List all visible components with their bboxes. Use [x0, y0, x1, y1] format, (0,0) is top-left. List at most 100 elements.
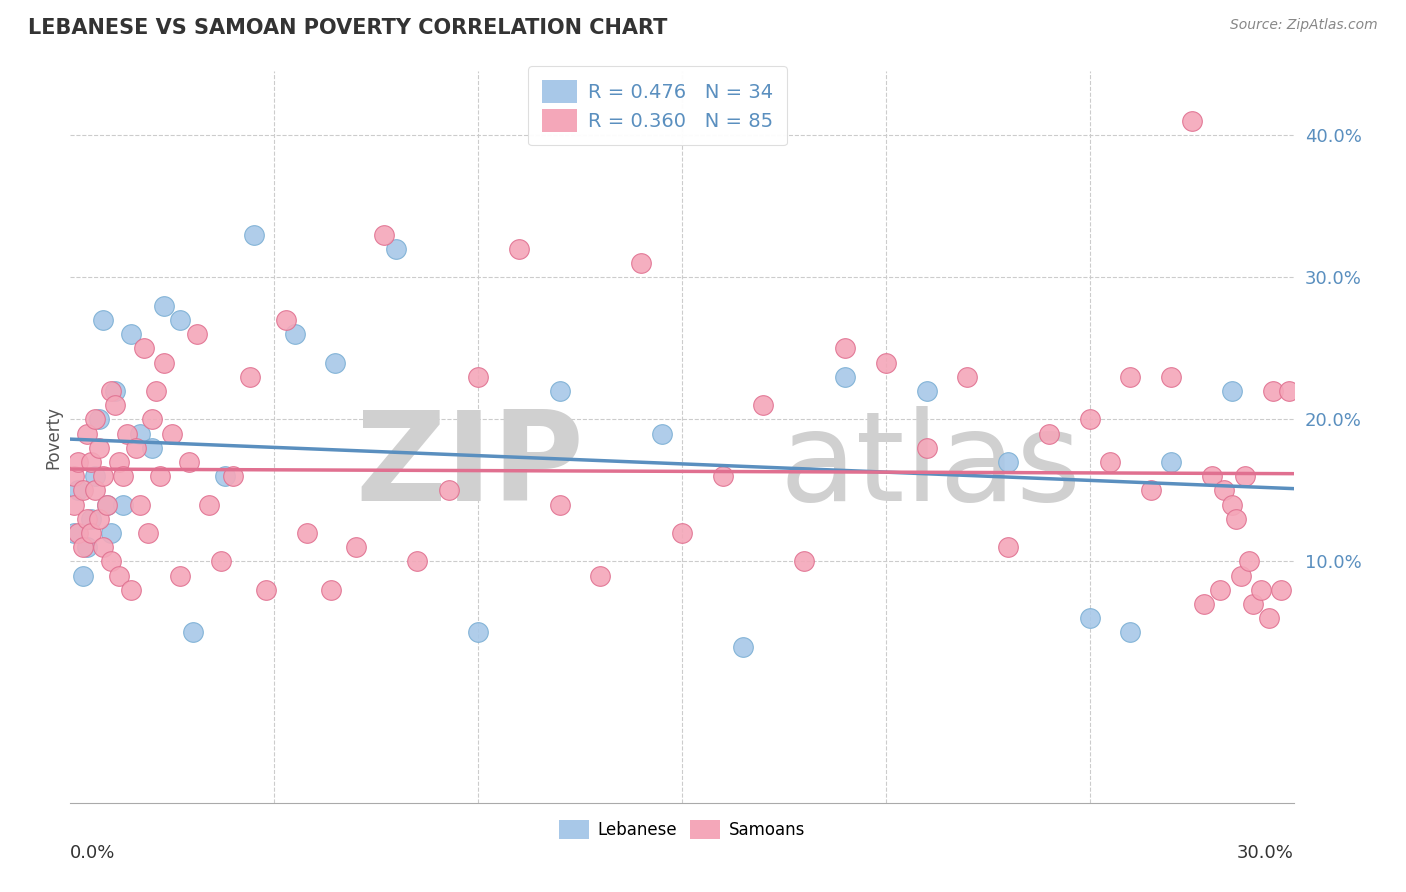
- Point: [467, 369, 489, 384]
- Point: [104, 384, 127, 398]
- Point: [385, 242, 408, 256]
- Point: [72, 483, 94, 498]
- Point: [79, 525, 103, 540]
- Point: [1220, 384, 1243, 398]
- Point: [117, 426, 139, 441]
- Point: [323, 355, 347, 369]
- Point: [1233, 469, 1256, 483]
- Point: [752, 398, 775, 412]
- Point: [67, 525, 90, 540]
- Point: [214, 469, 236, 483]
- Point: [141, 412, 163, 426]
- Point: [169, 568, 191, 582]
- Point: [128, 426, 150, 441]
- Point: [145, 384, 167, 398]
- Point: [132, 341, 155, 355]
- Point: [733, 640, 755, 654]
- Point: [67, 455, 90, 469]
- Point: [72, 568, 94, 582]
- Point: [108, 568, 131, 582]
- Point: [834, 341, 856, 355]
- Point: [162, 426, 183, 441]
- Point: [63, 469, 86, 483]
- Point: [439, 483, 461, 498]
- Point: [1237, 554, 1260, 568]
- Point: [76, 426, 98, 441]
- Point: [222, 469, 245, 483]
- Point: [1220, 498, 1243, 512]
- Point: [1213, 483, 1236, 498]
- Point: [671, 525, 693, 540]
- Point: [79, 512, 103, 526]
- Point: [834, 369, 856, 384]
- Point: [181, 625, 204, 640]
- Point: [209, 554, 232, 568]
- Point: [276, 313, 298, 327]
- Point: [589, 568, 612, 582]
- Point: [997, 540, 1019, 554]
- Point: [956, 369, 979, 384]
- Text: ZIP: ZIP: [356, 406, 583, 527]
- Point: [128, 498, 150, 512]
- Point: [508, 242, 530, 256]
- Point: [169, 313, 191, 327]
- Point: [121, 582, 143, 597]
- Point: [1261, 384, 1284, 398]
- Point: [1241, 597, 1264, 611]
- Point: [1160, 455, 1182, 469]
- Point: [91, 313, 114, 327]
- Point: [1278, 384, 1301, 398]
- Point: [548, 498, 571, 512]
- Point: [1099, 455, 1122, 469]
- Point: [650, 426, 672, 441]
- Point: [630, 256, 652, 270]
- Point: [83, 469, 105, 483]
- Point: [108, 455, 131, 469]
- Point: [373, 227, 395, 242]
- Point: [1160, 369, 1182, 384]
- Point: [87, 412, 110, 426]
- Point: [467, 625, 489, 640]
- Point: [136, 525, 159, 540]
- Point: [91, 469, 114, 483]
- Text: 0.0%: 0.0%: [70, 845, 115, 863]
- Point: [112, 469, 135, 483]
- Point: [915, 441, 938, 455]
- Point: [1119, 625, 1142, 640]
- Point: [100, 554, 122, 568]
- Point: [186, 327, 208, 342]
- Point: [100, 384, 122, 398]
- Point: [63, 525, 86, 540]
- Point: [177, 455, 200, 469]
- Point: [239, 369, 262, 384]
- Point: [1258, 611, 1281, 625]
- Point: [112, 498, 135, 512]
- Point: [149, 469, 172, 483]
- Point: [63, 498, 86, 512]
- Text: LEBANESE VS SAMOAN POVERTY CORRELATION CHART: LEBANESE VS SAMOAN POVERTY CORRELATION C…: [28, 18, 668, 37]
- Point: [1119, 369, 1142, 384]
- Point: [1250, 582, 1272, 597]
- Point: [1225, 512, 1247, 526]
- Point: [1209, 582, 1232, 597]
- Legend: Lebanese, Samoans: Lebanese, Samoans: [553, 814, 811, 846]
- Point: [1139, 483, 1161, 498]
- Point: [124, 441, 146, 455]
- Point: [711, 469, 734, 483]
- Point: [1078, 412, 1101, 426]
- Point: [997, 455, 1019, 469]
- Y-axis label: Poverty: Poverty: [44, 406, 62, 468]
- Point: [83, 483, 105, 498]
- Point: [1038, 426, 1060, 441]
- Point: [406, 554, 429, 568]
- Point: [87, 441, 110, 455]
- Point: [793, 554, 815, 568]
- Text: 30.0%: 30.0%: [1237, 845, 1294, 863]
- Point: [121, 327, 143, 342]
- Point: [198, 498, 221, 512]
- Point: [1229, 568, 1251, 582]
- Point: [1201, 469, 1223, 483]
- Point: [321, 582, 343, 597]
- Point: [79, 455, 103, 469]
- Text: Source: ZipAtlas.com: Source: ZipAtlas.com: [1230, 18, 1378, 32]
